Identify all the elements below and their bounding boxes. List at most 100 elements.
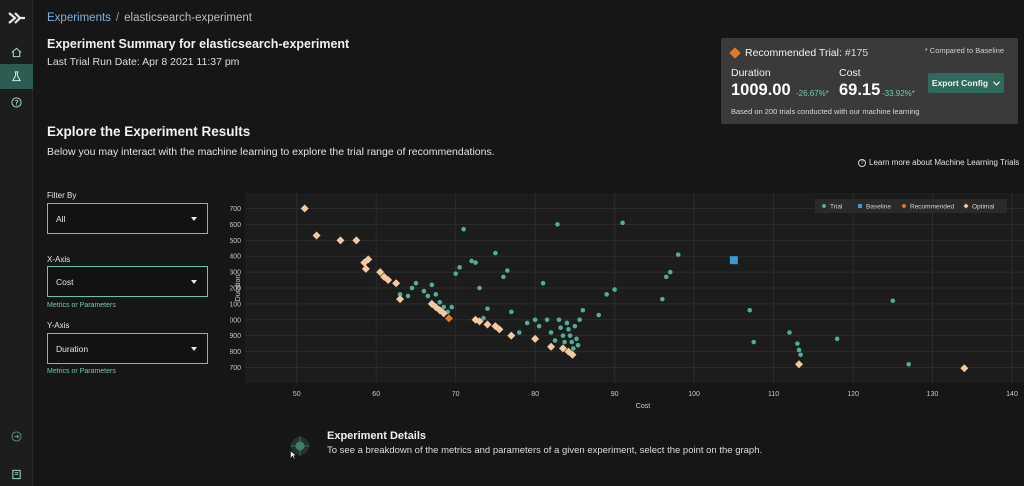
breadcrumb-experiments-link[interactable]: Experiments xyxy=(47,12,111,24)
nav-help-icon[interactable] xyxy=(0,90,33,115)
trial-point[interactable] xyxy=(577,317,582,323)
trial-point[interactable] xyxy=(751,339,757,345)
trial-point[interactable] xyxy=(509,309,514,315)
trial-point[interactable] xyxy=(747,307,753,313)
optimal-point[interactable] xyxy=(300,204,309,213)
optimal-point[interactable] xyxy=(396,295,405,304)
optimal-point[interactable] xyxy=(435,306,444,315)
trial-point[interactable] xyxy=(560,333,566,338)
learn-more-link[interactable]: ? Learn more about Machine Learning Tria… xyxy=(858,158,1019,167)
nav-experiments-icon[interactable] xyxy=(0,64,33,89)
trial-point[interactable] xyxy=(660,296,665,302)
expand-sidebar-icon[interactable] xyxy=(0,424,33,449)
optimal-point[interactable] xyxy=(475,317,484,326)
trial-point[interactable] xyxy=(795,341,800,346)
trial-point[interactable] xyxy=(663,274,669,280)
trial-point[interactable] xyxy=(540,280,546,286)
trial-point[interactable] xyxy=(473,260,478,265)
trial-point[interactable] xyxy=(425,293,431,299)
optimal-point[interactable] xyxy=(312,231,321,240)
trial-point[interactable] xyxy=(433,292,439,297)
export-config-button[interactable]: Export Config xyxy=(928,73,1004,93)
trial-point[interactable] xyxy=(469,258,474,264)
optimal-point[interactable] xyxy=(439,309,448,318)
trial-point[interactable] xyxy=(798,352,803,358)
trial-point[interactable] xyxy=(571,346,576,351)
trial-point[interactable] xyxy=(787,330,792,335)
optimal-point[interactable] xyxy=(361,264,370,273)
trial-point[interactable] xyxy=(405,293,411,299)
y-axis-select[interactable]: Duration xyxy=(47,333,208,364)
trial-point[interactable] xyxy=(421,288,427,294)
nav-home-icon[interactable] xyxy=(0,40,33,65)
trial-point[interactable] xyxy=(556,317,562,323)
trial-point[interactable] xyxy=(485,306,490,311)
trial-point[interactable] xyxy=(505,268,510,273)
filter-by-select[interactable]: All xyxy=(47,203,208,234)
trial-point[interactable] xyxy=(516,330,522,335)
optimal-point[interactable] xyxy=(384,276,393,285)
optimal-point[interactable] xyxy=(531,334,540,343)
optimal-point[interactable] xyxy=(795,360,804,369)
trial-point[interactable] xyxy=(596,312,602,318)
optimal-point[interactable] xyxy=(392,279,401,288)
trial-point[interactable] xyxy=(564,320,570,326)
trial-point[interactable] xyxy=(413,280,419,286)
baseline-point[interactable] xyxy=(729,256,738,265)
trial-point[interactable] xyxy=(906,361,911,367)
optimal-point[interactable] xyxy=(960,364,969,373)
optimal-point[interactable] xyxy=(352,236,361,245)
optimal-point[interactable] xyxy=(376,268,385,277)
trial-point[interactable] xyxy=(667,269,673,275)
docs-book-icon[interactable] xyxy=(0,462,33,486)
trial-point[interactable] xyxy=(453,271,458,276)
trial-point[interactable] xyxy=(429,282,435,288)
trial-point[interactable] xyxy=(604,292,609,297)
optimal-point[interactable] xyxy=(547,342,556,351)
trial-point[interactable] xyxy=(558,325,563,331)
trial-point[interactable] xyxy=(675,252,681,257)
trial-point[interactable] xyxy=(477,285,482,291)
optimal-point[interactable] xyxy=(483,320,492,329)
trial-point[interactable] xyxy=(409,285,415,291)
trial-point[interactable] xyxy=(620,220,625,226)
trial-point[interactable] xyxy=(552,338,558,343)
trial-point[interactable] xyxy=(536,323,542,329)
optimal-point[interactable] xyxy=(495,325,504,334)
trial-point[interactable] xyxy=(544,317,550,323)
trial-point[interactable] xyxy=(532,317,538,323)
trial-point[interactable] xyxy=(574,336,579,342)
trial-point[interactable] xyxy=(524,320,530,326)
trial-point[interactable] xyxy=(796,347,802,353)
trial-point[interactable] xyxy=(569,339,575,345)
trial-point[interactable] xyxy=(457,265,462,270)
trial-point[interactable] xyxy=(562,339,567,345)
trial-point[interactable] xyxy=(437,300,443,305)
trial-point[interactable] xyxy=(567,333,573,338)
recommended-point[interactable] xyxy=(444,314,453,323)
trial-point[interactable] xyxy=(566,327,571,332)
trial-point[interactable] xyxy=(548,330,554,335)
trial-point[interactable] xyxy=(612,287,617,292)
x-axis-select[interactable]: Cost xyxy=(47,266,208,297)
trial-point[interactable] xyxy=(461,226,466,232)
trial-point[interactable] xyxy=(449,304,455,310)
trial-point[interactable] xyxy=(575,342,581,348)
trial-point[interactable] xyxy=(580,307,586,313)
optimal-point[interactable] xyxy=(564,347,573,356)
optimal-point[interactable] xyxy=(568,350,577,359)
optimal-point[interactable] xyxy=(364,255,373,264)
trial-point[interactable] xyxy=(890,298,896,304)
trial-point[interactable] xyxy=(493,250,498,256)
trial-point[interactable] xyxy=(834,336,840,342)
trial-point[interactable] xyxy=(572,323,578,329)
optimal-point[interactable] xyxy=(558,344,567,353)
trial-point[interactable] xyxy=(397,292,403,297)
app-logo-icon[interactable] xyxy=(0,4,33,32)
trial-point[interactable] xyxy=(501,274,506,280)
optimal-point[interactable] xyxy=(360,258,369,267)
trial-point[interactable] xyxy=(481,315,486,321)
trial-point[interactable] xyxy=(555,222,560,227)
trial-point[interactable] xyxy=(441,304,447,310)
optimal-point[interactable] xyxy=(507,331,516,340)
